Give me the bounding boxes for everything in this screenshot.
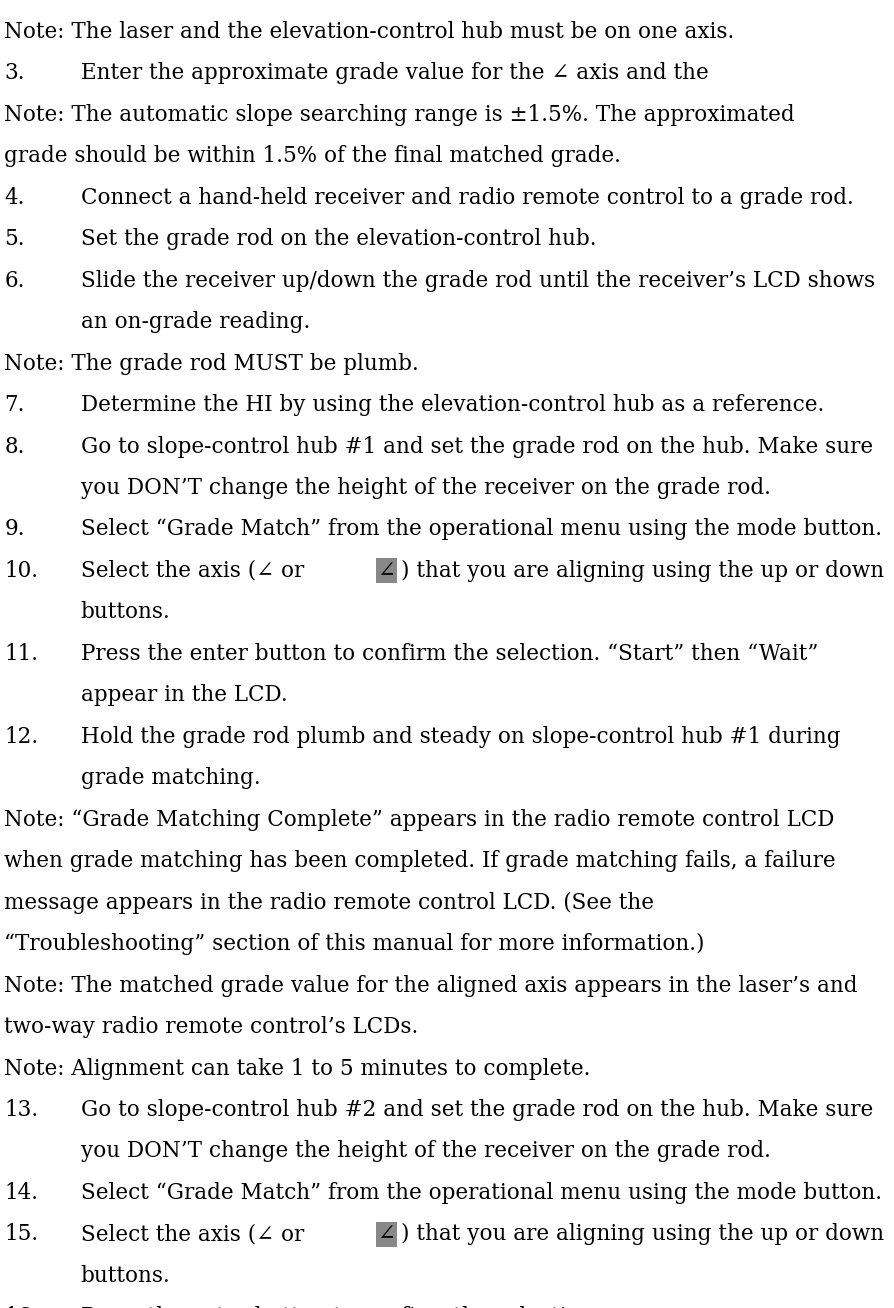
Text: Note: Alignment can take 1 to 5 minutes to complete.: Note: Alignment can take 1 to 5 minutes …	[4, 1057, 590, 1079]
Text: 13.: 13.	[4, 1099, 38, 1121]
Text: Press the enter button to confirm the selection. “Start” then “Wait”: Press the enter button to confirm the se…	[80, 642, 817, 664]
Text: ∠: ∠	[377, 560, 395, 582]
Text: 15.: 15.	[4, 1223, 38, 1245]
Text: Note: The grade rod MUST be plumb.: Note: The grade rod MUST be plumb.	[4, 353, 418, 374]
Text: 16.: 16.	[4, 1307, 38, 1308]
Text: you DON’T change the height of the receiver on the grade rod.: you DON’T change the height of the recei…	[80, 1141, 770, 1163]
Text: Slide the receiver up/down the grade rod until the receiver’s LCD shows: Slide the receiver up/down the grade rod…	[80, 269, 873, 292]
Text: when grade matching has been completed. If grade matching fails, a failure: when grade matching has been completed. …	[4, 850, 835, 872]
Text: ) that you are aligning using the up or down: ) that you are aligning using the up or …	[401, 1223, 883, 1245]
Text: 9.: 9.	[4, 518, 25, 540]
Text: Note: “Grade Matching Complete” appears in the radio remote control LCD: Note: “Grade Matching Complete” appears …	[4, 808, 834, 831]
Text: Set the grade rod on the elevation-control hub.: Set the grade rod on the elevation-contr…	[80, 228, 595, 250]
Text: buttons.: buttons.	[80, 1265, 170, 1287]
Text: 5.: 5.	[4, 228, 25, 250]
Text: ) that you are aligning using the up or down: ) that you are aligning using the up or …	[401, 560, 883, 582]
Text: Enter the approximate grade value for the ∠ axis and the: Enter the approximate grade value for th…	[80, 63, 714, 85]
Text: 14.: 14.	[4, 1182, 38, 1203]
Text: “Troubleshooting” section of this manual for more information.): “Troubleshooting” section of this manual…	[4, 933, 704, 955]
Text: 8.: 8.	[4, 436, 25, 458]
Text: Note: The laser and the elevation-control hub must be on one axis.: Note: The laser and the elevation-contro…	[4, 21, 734, 43]
Text: ∠: ∠	[377, 1223, 395, 1245]
Text: Select the axis (∠ or: Select the axis (∠ or	[80, 1223, 310, 1245]
Text: 6.: 6.	[4, 269, 25, 292]
Text: 4.: 4.	[4, 187, 25, 209]
Text: Go to slope-control hub #1 and set the grade rod on the hub. Make sure: Go to slope-control hub #1 and set the g…	[80, 436, 872, 458]
Text: 7.: 7.	[4, 394, 25, 416]
Text: buttons.: buttons.	[80, 602, 170, 624]
Text: Determine the HI by using the elevation-control hub as a reference.: Determine the HI by using the elevation-…	[80, 394, 822, 416]
Text: Note: The matched grade value for the aligned axis appears in the laser’s and: Note: The matched grade value for the al…	[4, 974, 857, 997]
Text: 12.: 12.	[4, 726, 38, 748]
Text: an on-grade reading.: an on-grade reading.	[80, 311, 309, 334]
Text: you DON’T change the height of the receiver on the grade rod.: you DON’T change the height of the recei…	[80, 477, 770, 500]
Text: Go to slope-control hub #2 and set the grade rod on the hub. Make sure: Go to slope-control hub #2 and set the g…	[80, 1099, 872, 1121]
Text: 11.: 11.	[4, 642, 38, 664]
Text: Note: The automatic slope searching range is ±1.5%. The approximated: Note: The automatic slope searching rang…	[4, 103, 794, 126]
Text: Select “Grade Match” from the operational menu using the mode button.: Select “Grade Match” from the operationa…	[80, 518, 881, 540]
Text: grade matching.: grade matching.	[80, 768, 260, 789]
Text: Press the enter button to confirm the selection.: Press the enter button to confirm the se…	[80, 1307, 599, 1308]
Text: Connect a hand-held receiver and radio remote control to a grade rod.: Connect a hand-held receiver and radio r…	[80, 187, 852, 209]
Text: 10.: 10.	[4, 560, 38, 582]
Text: two-way radio remote control’s LCDs.: two-way radio remote control’s LCDs.	[4, 1016, 418, 1039]
Text: Select “Grade Match” from the operational menu using the mode button.: Select “Grade Match” from the operationa…	[80, 1182, 881, 1203]
Text: appear in the LCD.: appear in the LCD.	[80, 684, 287, 706]
Text: 3.: 3.	[4, 63, 25, 85]
Text: grade should be within 1.5% of the final matched grade.: grade should be within 1.5% of the final…	[4, 145, 620, 167]
Text: message appears in the radio remote control LCD. (See the: message appears in the radio remote cont…	[4, 892, 654, 914]
Text: Hold the grade rod plumb and steady on slope-control hub #1 during: Hold the grade rod plumb and steady on s…	[80, 726, 839, 748]
Text: Select the axis (∠ or: Select the axis (∠ or	[80, 560, 310, 582]
